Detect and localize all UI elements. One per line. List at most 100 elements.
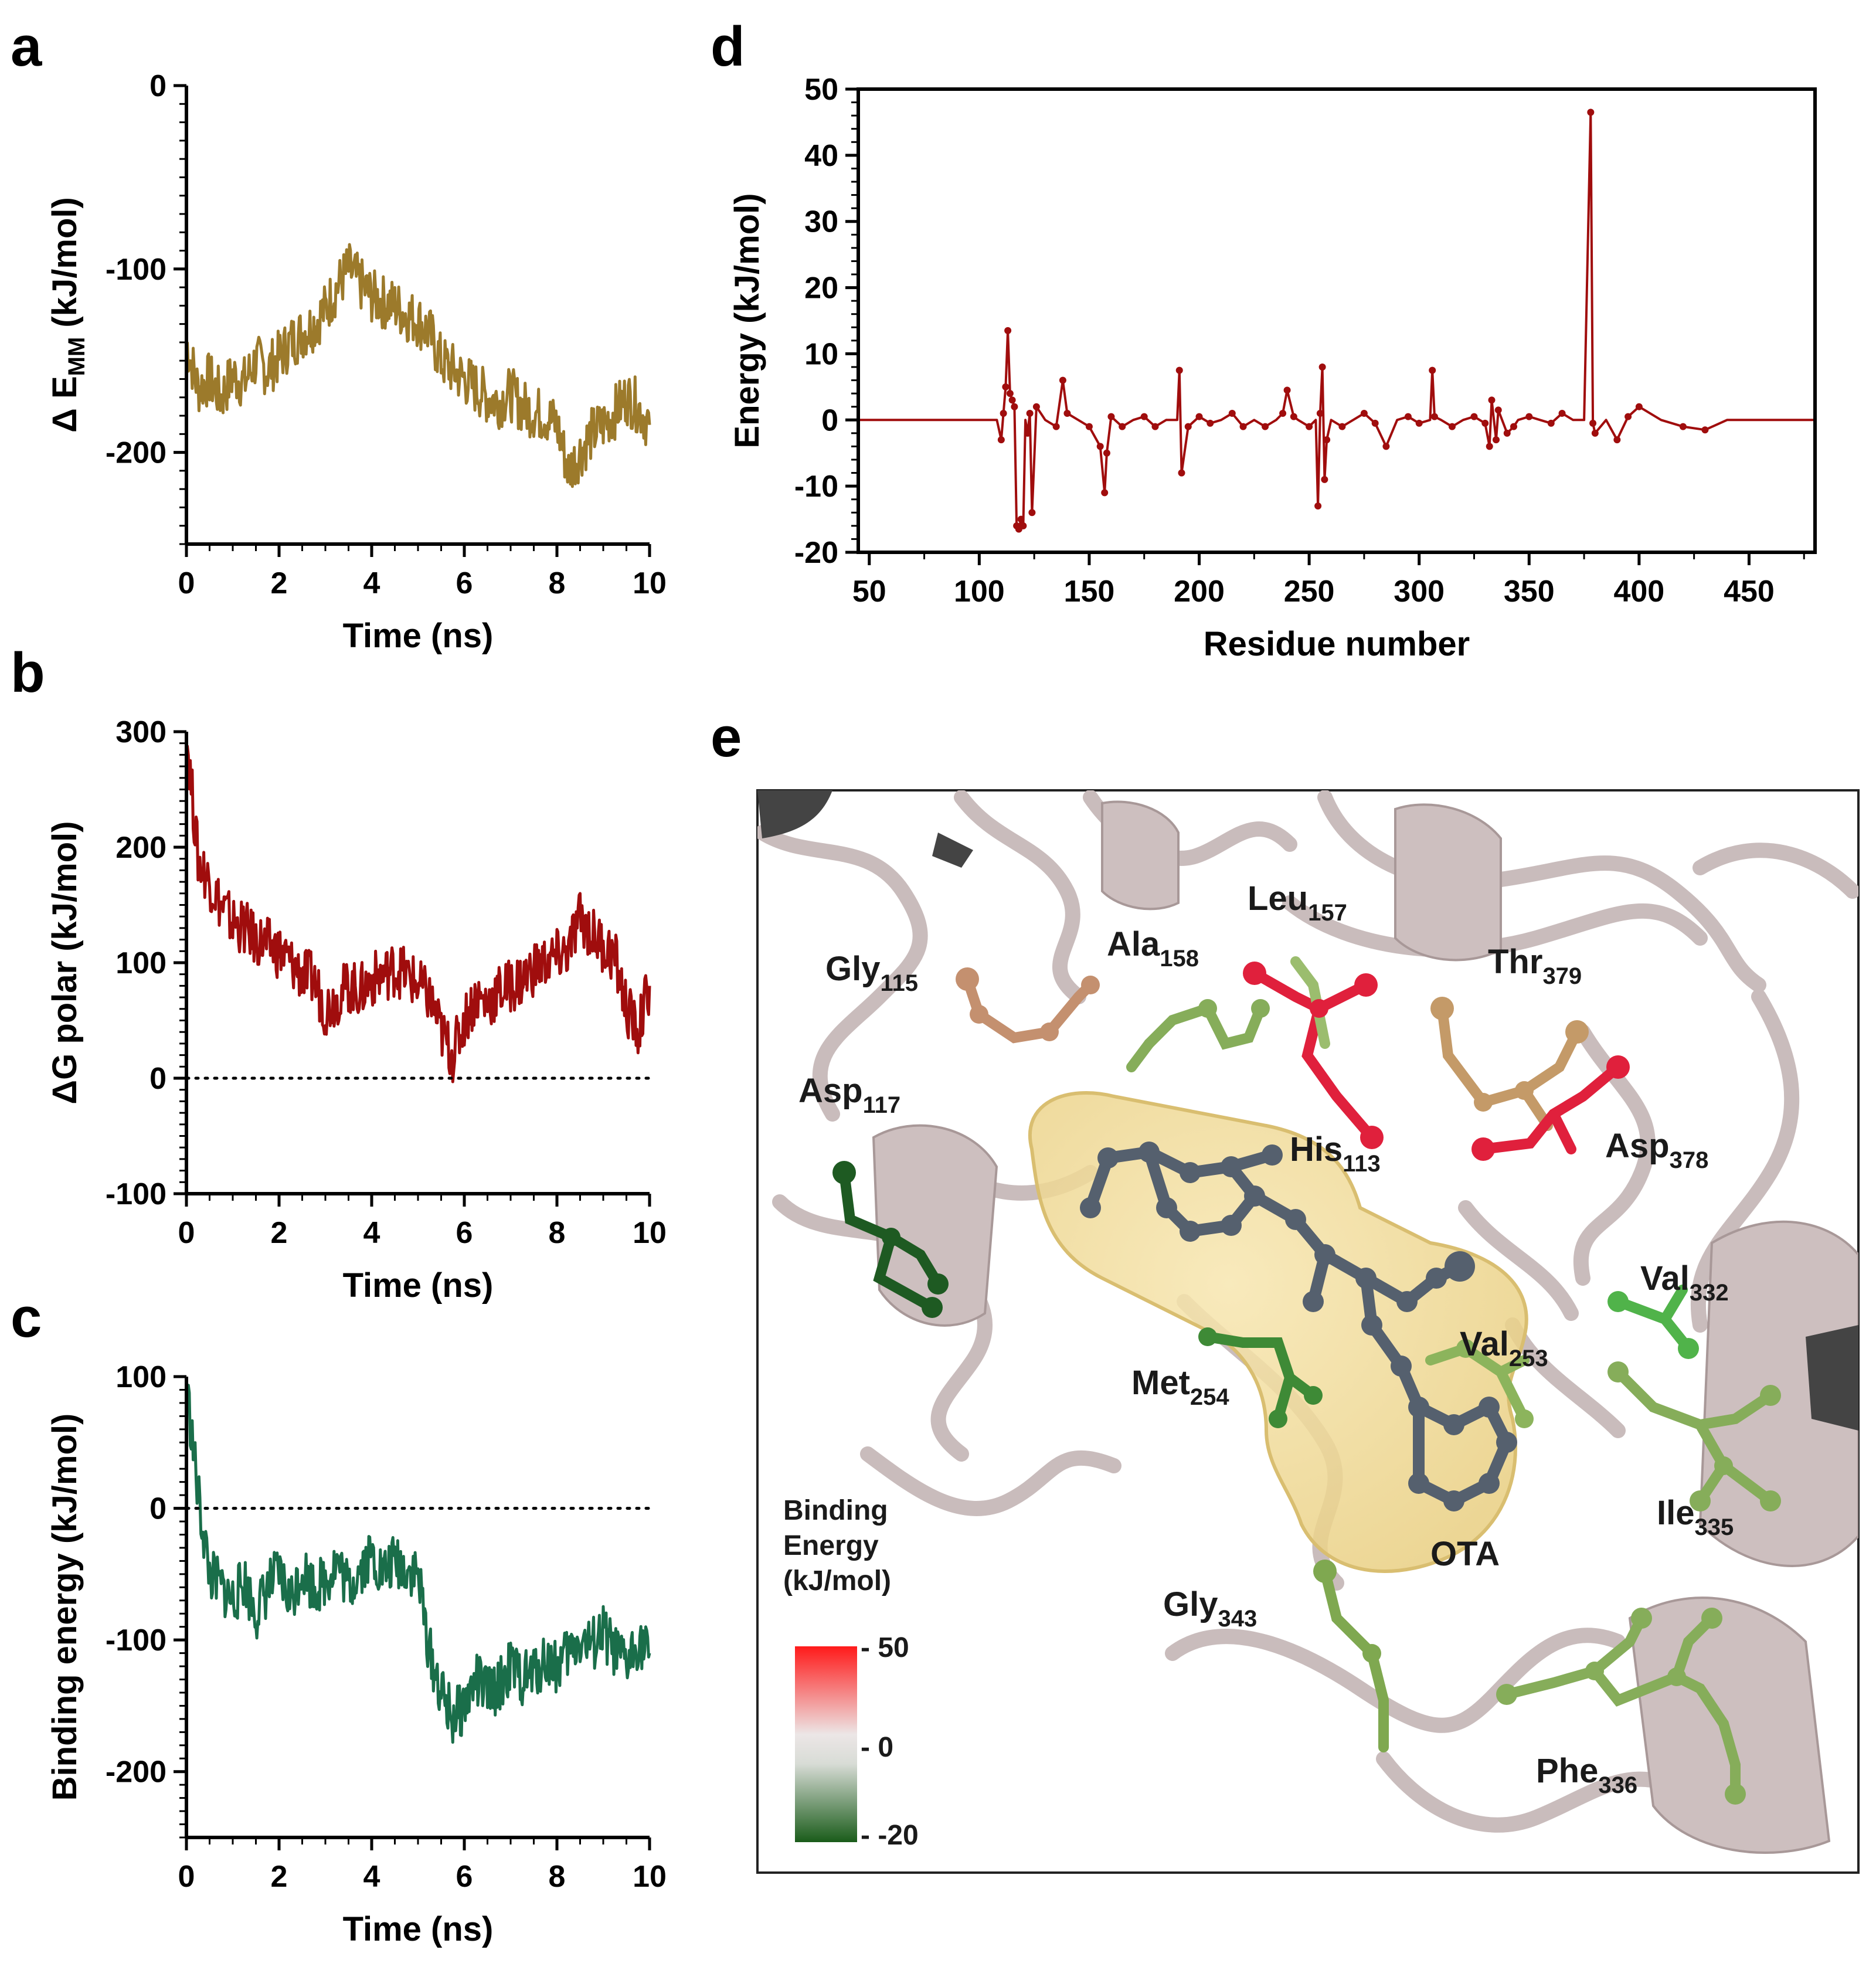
- x-tick-label-a-5: 10: [633, 566, 667, 600]
- data-point-d-36: [1184, 423, 1192, 430]
- x-axis-label-a: Time (ns): [343, 617, 494, 655]
- x-tick-label-d-4: 250: [1284, 575, 1335, 609]
- data-point-d-31: [1151, 423, 1159, 430]
- data-point-d-40: [1228, 410, 1236, 417]
- chart-a: 0 2 4 6 8 10 0 -100 -200 Time (ns) Δ EMM (kJ/mol): [46, 69, 667, 655]
- structure-artwork: [757, 790, 1858, 1854]
- x-tick-label-b-4: 8: [549, 1216, 566, 1250]
- x-axis-label-c: Time (ns): [343, 1910, 494, 1948]
- y-axis-label-d: Energy (kJ/mol): [728, 193, 766, 448]
- y-tick-label-d-2: 30: [804, 205, 838, 239]
- x-tick-label-d-5: 300: [1394, 575, 1445, 609]
- series-line-b: [185, 745, 651, 1083]
- data-point-d-94: [1679, 423, 1687, 430]
- y-tick-label-c-1: 0: [149, 1492, 166, 1526]
- x-tick-label-b-5: 10: [633, 1216, 667, 1250]
- data-point-d-64: [1415, 419, 1423, 427]
- protein-structure-panel: Gly115 Ala158 Leu157 Thr379 Asp117 His11…: [756, 789, 1860, 1874]
- x-tick-label-b-0: 0: [178, 1216, 195, 1250]
- data-point-d-53: [1318, 364, 1326, 371]
- x-tick-label-b-2: 4: [363, 1216, 380, 1250]
- data-point-d-21: [1063, 410, 1071, 417]
- data-point-d-95: [1701, 426, 1709, 434]
- y-tick-label-c-0: 100: [115, 1360, 166, 1394]
- legend-title-line-3: (kJ/mol): [783, 1565, 891, 1596]
- x-tick-label-c-4: 8: [549, 1860, 566, 1894]
- data-point-d-82: [1547, 419, 1555, 427]
- data-point-d-51: [1314, 502, 1322, 509]
- y-tick-label-d-1: 40: [804, 139, 838, 173]
- legend-max-label: - 50: [861, 1632, 909, 1663]
- data-point-d-55: [1323, 436, 1331, 444]
- label-leu157: Leu157: [1248, 879, 1347, 926]
- y-axis-label-b: ΔG polar (kJ/mol): [46, 821, 84, 1104]
- data-point-d-16: [1028, 509, 1036, 517]
- data-point-d-76: [1494, 406, 1502, 414]
- y-tick-label-d-4: 10: [804, 337, 838, 371]
- data-point-d-83: [1558, 410, 1566, 417]
- y-tick-label-d-5: 0: [821, 403, 838, 437]
- data-point-d-27: [1107, 413, 1115, 420]
- data-point-d-78: [1510, 423, 1518, 430]
- y-tick-label-a-2: -200: [106, 436, 166, 470]
- label-ligand: OTA: [1430, 1535, 1500, 1573]
- label-ile335: Ile335: [1657, 1494, 1734, 1540]
- ligand-surface: [1028, 1091, 1528, 1573]
- data-point-d-23: [1085, 423, 1093, 430]
- label-ala158: Ala158: [1107, 925, 1199, 971]
- data-point-d-87: [1589, 419, 1597, 427]
- x-tick-label-b-3: 6: [456, 1216, 473, 1250]
- x-tick-label-a-2: 4: [363, 566, 380, 600]
- ligand-atoms: [1080, 1142, 1517, 1511]
- data-point-d-88: [1591, 429, 1599, 437]
- data-point-d-35: [1178, 469, 1185, 477]
- x-tick-label-a-0: 0: [178, 566, 195, 600]
- chart-b: 0 2 4 6 8 10 300 200 100 0 -100 Time (ns) ΔG polar (…: [46, 715, 667, 1305]
- plot-frame-d: [857, 87, 1817, 554]
- data-point-d-52: [1316, 410, 1324, 417]
- label-asp117: Asp117: [798, 1072, 900, 1118]
- data-point-d-49: [1306, 423, 1313, 430]
- data-point-d-59: [1360, 410, 1368, 417]
- data-point-d-3: [1000, 410, 1007, 417]
- data-point-d-75: [1493, 436, 1500, 444]
- x-tick-label-d-6: 350: [1504, 575, 1555, 609]
- label-his113: His113: [1290, 1130, 1381, 1177]
- panel-label-d: d: [711, 15, 745, 78]
- label-met254: Met254: [1131, 1364, 1229, 1410]
- data-point-d-5: [1004, 327, 1012, 334]
- data-point-d-26: [1103, 449, 1110, 457]
- y-tick-label-b-4: -100: [106, 1177, 166, 1211]
- data-point-d-6: [1006, 390, 1014, 398]
- data-point-d-4: [1002, 383, 1010, 390]
- data-point-d-19: [1052, 423, 1060, 430]
- y-tick-label-d-3: 20: [804, 271, 838, 305]
- data-point-d-90: [1613, 436, 1621, 444]
- x-tick-label-b-1: 2: [271, 1216, 288, 1250]
- x-tick-label-a-4: 8: [549, 566, 566, 600]
- panel-label-c: c: [11, 1286, 42, 1349]
- label-gly115: Gly115: [825, 950, 918, 996]
- y-tick-label-b-2: 100: [115, 946, 166, 980]
- data-point-d-60: [1371, 419, 1379, 427]
- y-tick-label-d-6: -10: [794, 470, 838, 504]
- data-point-d-77: [1503, 429, 1511, 437]
- data-point-d-74: [1488, 396, 1496, 404]
- data-point-d-54: [1321, 475, 1328, 483]
- data-point-d-69: [1448, 423, 1456, 430]
- label-val332: Val332: [1640, 1259, 1729, 1306]
- data-point-d-45: [1279, 410, 1287, 417]
- y-tick-label-c-3: -200: [106, 1755, 166, 1789]
- x-tick-label-d-1: 100: [954, 575, 1005, 609]
- data-point-d-71: [1470, 413, 1478, 420]
- data-point-d-28: [1119, 423, 1126, 430]
- data-point-d-63: [1404, 413, 1412, 420]
- label-val253: Val253: [1460, 1325, 1548, 1371]
- x-tick-label-c-0: 0: [178, 1860, 195, 1894]
- data-point-d-2: [997, 436, 1005, 444]
- x-tick-label-d-3: 200: [1174, 575, 1225, 609]
- legend-min-label: - -20: [861, 1820, 919, 1851]
- legend-title-line-2: Energy: [783, 1530, 879, 1561]
- label-asp378: Asp378: [1605, 1127, 1708, 1173]
- data-point-d-72: [1481, 419, 1489, 427]
